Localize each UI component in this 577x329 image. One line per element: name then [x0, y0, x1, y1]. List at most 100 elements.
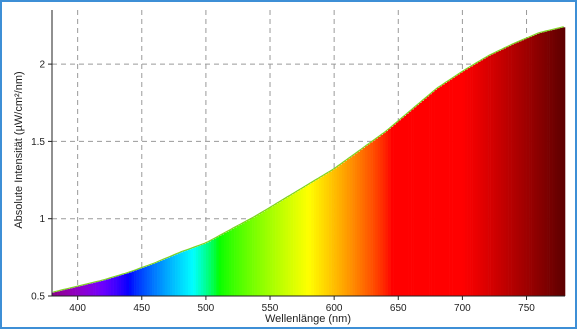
spectrum-bar-694: [454, 76, 458, 296]
spectrum-bar-576: [303, 187, 307, 296]
spectrum-bar-508: [216, 237, 220, 296]
spectrum-bar-408: [87, 283, 91, 296]
spectrum-bar-472: [169, 256, 173, 296]
spectrum-bar-460: [154, 262, 158, 296]
spectrum-bar-718: [485, 57, 489, 297]
spectrum-bar-524: [236, 226, 240, 296]
spectrum-bar-412: [93, 282, 96, 296]
spectrum-bar-522: [234, 227, 237, 296]
spectrum-bar-438: [126, 273, 130, 296]
spectrum-bar-648: [395, 122, 399, 296]
spectrum-bar-428: [113, 277, 117, 296]
spectrum-bar-544: [262, 211, 266, 296]
spectrum-bar-732: [503, 48, 507, 297]
spectrum-bar-484: [185, 250, 189, 296]
spectrum-bar-736: [508, 45, 512, 297]
spectrum-bar-706: [470, 66, 473, 297]
spectrum-bar-394: [69, 288, 73, 296]
spectrum-bar-616: [354, 153, 358, 296]
spectrum-bar-470: [167, 257, 171, 296]
spectrum-bar-734: [506, 47, 509, 296]
spectrum-bars: [52, 27, 566, 297]
spectrum-bar-716: [482, 58, 486, 297]
spectrum-bar-670: [423, 98, 427, 296]
spectrum-bar-778: [562, 27, 566, 297]
spectrum-bar-668: [421, 100, 425, 296]
spectrum-bar-480: [180, 252, 184, 296]
spectrum-bar-698: [459, 72, 463, 296]
spectrum-bar-604: [339, 164, 343, 296]
spectrum-bar-440: [128, 272, 132, 296]
spectrum-bar-516: [226, 231, 230, 296]
spectrum-bar-642: [388, 128, 391, 296]
spectrum-bar-444: [134, 270, 137, 296]
spectrum-bar-600: [334, 168, 338, 296]
spectrum-bar-684: [441, 84, 445, 296]
spectrum-bar-540: [257, 214, 261, 296]
spectrum-bar-556: [277, 202, 281, 296]
spectrum-bar-756: [534, 34, 538, 297]
spectrum-bar-768: [549, 30, 553, 296]
spectrum-bar-466: [162, 259, 166, 296]
x-ticks: 400 450 500 550 600 650 700 750: [69, 296, 535, 314]
spectrum-bar-650: [398, 120, 402, 296]
spectrum-bar-738: [511, 44, 514, 296]
y-tick-label-1: 1: [39, 214, 45, 225]
spectrum-bar-530: [244, 221, 248, 296]
spectrum-bar-624: [364, 146, 368, 296]
spectrum-bar-562: [285, 197, 289, 296]
spectrum-bar-762: [541, 32, 545, 296]
spectrum-bar-640: [385, 131, 389, 296]
spectrum-bar-754: [531, 35, 535, 296]
spectrum-bar-500: [205, 242, 209, 296]
spectrum-bar-708: [472, 64, 476, 296]
spectrum-bar-434: [121, 274, 125, 296]
spectrum-bar-426: [111, 277, 114, 296]
spectrum-bar-646: [393, 124, 397, 296]
spectrum-bar-702: [464, 69, 468, 297]
spectrum-bar-452: [144, 266, 148, 296]
spectrum-bar-488: [190, 248, 194, 296]
spectrum-bar-518: [228, 230, 232, 296]
y-tick-label-2: 1.5: [31, 137, 45, 148]
spectrum-bar-592: [323, 174, 327, 296]
spectrum-bar-532: [246, 220, 250, 296]
spectrum-bar-588: [318, 177, 322, 296]
spectrum-bar-502: [208, 241, 212, 296]
x-tick-label-1: 450: [133, 303, 150, 314]
spectrum-bar-552: [272, 205, 276, 296]
spectrum-bar-658: [408, 111, 412, 296]
spectrum-bar-528: [241, 223, 245, 296]
spectrum-bar-476: [175, 254, 178, 296]
spectrum-bar-774: [557, 28, 561, 297]
spectrum-bar-510: [218, 235, 222, 296]
spectrum-bar-442: [131, 271, 135, 296]
spectrum-bar-726: [495, 52, 499, 296]
spectrum-bar-678: [434, 89, 438, 297]
spectrum-bar-712: [477, 61, 481, 296]
spectrum-bar-554: [275, 204, 279, 296]
spectrum-bar-564: [287, 196, 291, 296]
spectrum-bar-742: [516, 42, 520, 296]
spectrum-bar-674: [429, 94, 432, 296]
spectrum-bar-458: [152, 264, 155, 296]
spectrum-bar-420: [103, 280, 107, 296]
spectrum-bar-758: [536, 33, 540, 296]
spectrum-bar-392: [67, 288, 71, 296]
spectrum-bar-416: [98, 281, 102, 296]
spectrum-bar-496: [200, 244, 204, 296]
spectrum-bar-760: [539, 32, 543, 296]
spectrum-bar-776: [559, 27, 563, 297]
spectrum-bar-494: [198, 245, 202, 296]
spectrum-bar-696: [457, 74, 461, 296]
spectrum-bar-548: [267, 208, 271, 296]
x-tick-label-6: 700: [454, 303, 471, 314]
spectrum-bar-486: [187, 249, 191, 296]
spectrum-bar-772: [554, 29, 558, 296]
spectrum-bar-590: [321, 176, 325, 296]
spectrum-bar-638: [382, 133, 386, 296]
spectrum-bar-382: [54, 291, 58, 296]
x-tick-label-5: 650: [390, 303, 407, 314]
spectrum-bar-432: [118, 275, 122, 296]
